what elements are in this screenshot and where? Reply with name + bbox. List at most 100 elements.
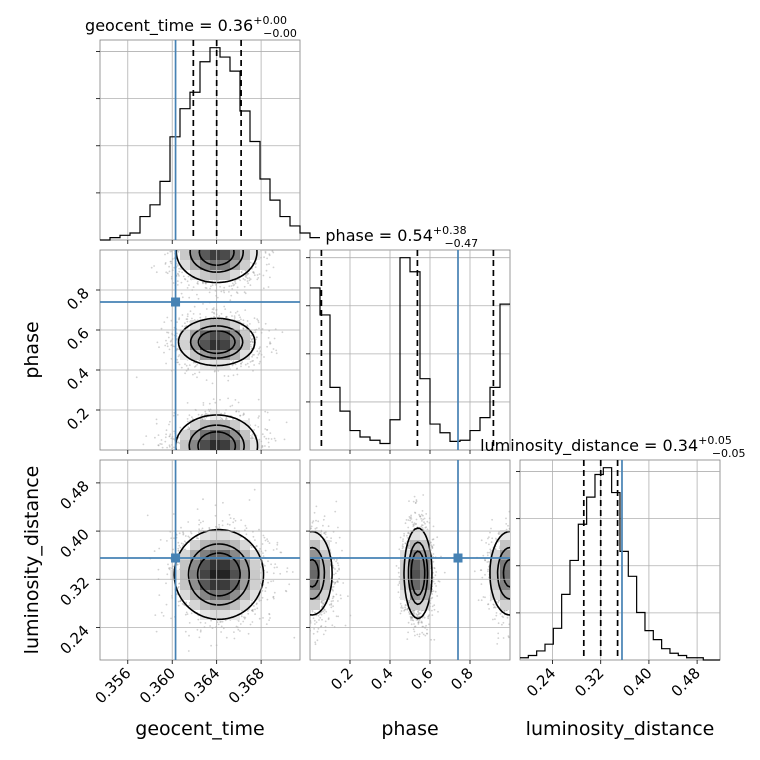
density-bin bbox=[190, 440, 200, 450]
scatter-point bbox=[251, 599, 254, 602]
hist-title-geocent_time: geocent_time = 0.36+0.00 bbox=[85, 14, 287, 36]
scatter-point bbox=[248, 279, 251, 282]
scatter-point bbox=[177, 549, 180, 552]
scatter-point bbox=[221, 418, 224, 421]
scatter-point bbox=[184, 613, 187, 616]
scatter-point bbox=[420, 517, 423, 520]
scatter-point bbox=[188, 427, 191, 430]
scatter-point bbox=[188, 284, 190, 286]
scatter-point bbox=[165, 362, 168, 365]
scatter-point bbox=[240, 271, 243, 274]
scatter-point bbox=[168, 568, 171, 571]
scatter-point bbox=[272, 549, 275, 551]
scatter-point bbox=[235, 368, 238, 370]
scatter-point bbox=[231, 282, 234, 285]
density-bin bbox=[210, 440, 220, 450]
scatter-point bbox=[253, 317, 256, 320]
scatter-point bbox=[416, 618, 419, 621]
scatter-point bbox=[173, 537, 175, 540]
scatter-point bbox=[197, 280, 199, 283]
panel-content bbox=[310, 494, 510, 646]
scatter-point bbox=[246, 320, 249, 322]
scatter-point bbox=[184, 548, 187, 551]
scatter-point bbox=[200, 418, 203, 420]
scatter-point bbox=[401, 545, 404, 547]
scatter-point bbox=[269, 432, 272, 434]
scatter-point bbox=[194, 372, 196, 375]
scatter-point bbox=[229, 405, 232, 408]
scatter-point bbox=[181, 271, 184, 274]
scatter-point bbox=[170, 537, 173, 540]
scatter-point bbox=[256, 602, 258, 605]
density-bin bbox=[180, 260, 190, 270]
scatter-point bbox=[169, 433, 172, 436]
density-bin bbox=[220, 270, 230, 280]
scatter-point bbox=[183, 278, 186, 280]
scatter-point bbox=[424, 522, 426, 525]
scatter-point bbox=[156, 341, 159, 344]
scatter-point bbox=[220, 290, 223, 293]
scatter-point bbox=[170, 260, 172, 263]
scatter-point bbox=[239, 414, 241, 417]
density-bin bbox=[250, 550, 260, 560]
scatter-point bbox=[170, 339, 173, 342]
scatter-point bbox=[264, 322, 267, 325]
scatter-point bbox=[223, 286, 226, 289]
scatter-point bbox=[246, 324, 249, 327]
scatter-point bbox=[204, 418, 206, 420]
scatter-point bbox=[204, 412, 207, 415]
scatter-point bbox=[168, 445, 171, 448]
scatter-point bbox=[166, 342, 169, 345]
density-bin bbox=[190, 270, 200, 280]
scatter-point bbox=[160, 443, 163, 445]
scatter-point bbox=[265, 269, 268, 272]
scatter-point bbox=[208, 291, 211, 294]
scatter-point bbox=[155, 418, 158, 421]
scatter-point bbox=[245, 527, 248, 530]
scatter-point bbox=[164, 436, 167, 439]
scatter-point bbox=[161, 446, 164, 449]
scatter-point bbox=[205, 287, 208, 289]
scatter-point bbox=[249, 343, 252, 346]
scatter-point bbox=[186, 280, 189, 283]
scatter-point bbox=[177, 361, 180, 364]
y-tick-label: 0.24 bbox=[56, 622, 92, 658]
density-bin bbox=[190, 430, 200, 440]
scatter-point bbox=[210, 285, 212, 288]
scatter-point bbox=[182, 533, 185, 536]
scatter-point bbox=[196, 628, 199, 631]
scatter-point bbox=[220, 412, 223, 415]
y-tick-label: 0.48 bbox=[56, 477, 92, 513]
scatter-point bbox=[247, 610, 249, 612]
scatter-point bbox=[268, 254, 271, 257]
scatter-point bbox=[189, 310, 192, 313]
scatter-point bbox=[242, 278, 245, 280]
scatter-point bbox=[214, 401, 217, 404]
scatter-point bbox=[222, 501, 224, 504]
scatter-point bbox=[272, 596, 275, 598]
scatter-point bbox=[261, 543, 264, 545]
scatter-point bbox=[186, 315, 189, 318]
scatter-point bbox=[247, 612, 250, 615]
scatter-point bbox=[178, 363, 181, 366]
scatter-point bbox=[251, 435, 253, 437]
scatter-point bbox=[273, 437, 276, 440]
scatter-point bbox=[188, 634, 190, 637]
scatter-point bbox=[205, 379, 208, 381]
scatter-point bbox=[197, 618, 200, 621]
scatter-point bbox=[256, 607, 259, 610]
scatter-point bbox=[251, 621, 254, 623]
scatter-point bbox=[192, 286, 195, 288]
scatter-point bbox=[205, 308, 208, 310]
scatter-point bbox=[257, 319, 260, 322]
scatter-point bbox=[176, 321, 178, 323]
scatter-point bbox=[181, 296, 184, 299]
scatter-point bbox=[251, 360, 254, 362]
scatter-point bbox=[270, 351, 273, 354]
scatter-point bbox=[239, 316, 242, 319]
scatter-point bbox=[236, 310, 239, 313]
scatter-point bbox=[176, 284, 179, 286]
density-bin bbox=[240, 440, 250, 450]
scatter-point bbox=[258, 528, 260, 531]
